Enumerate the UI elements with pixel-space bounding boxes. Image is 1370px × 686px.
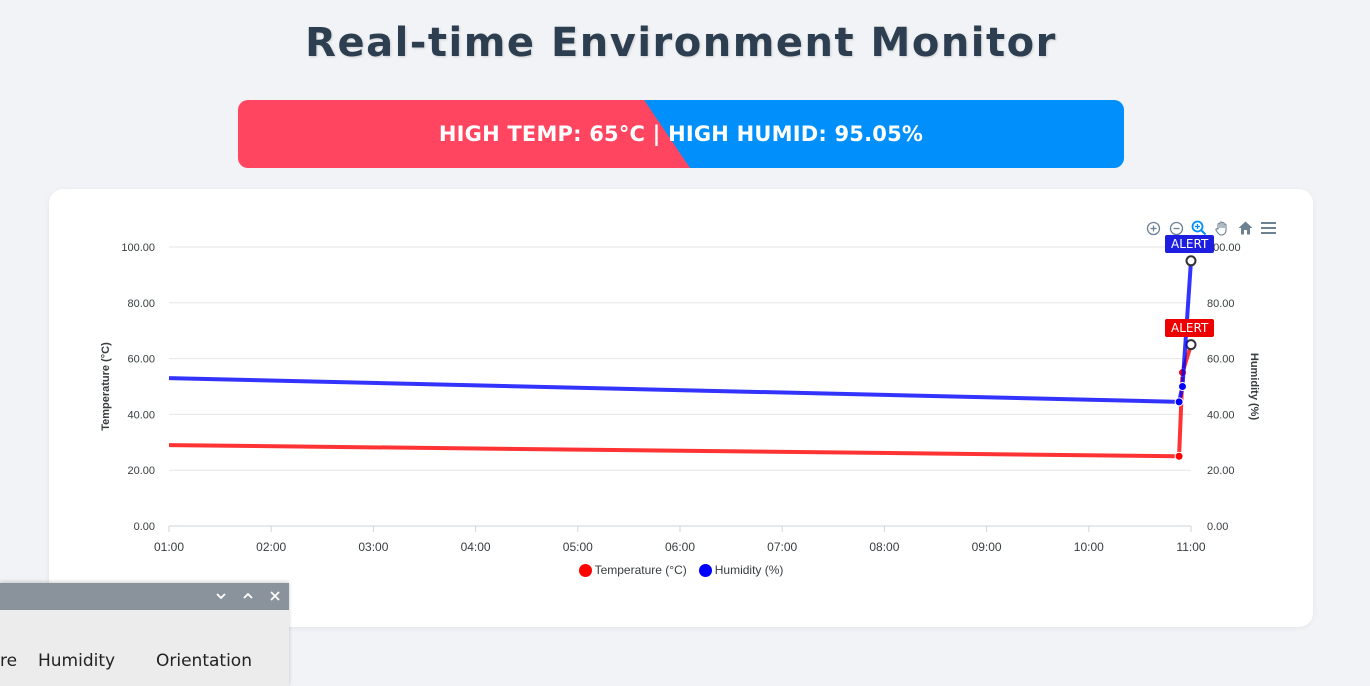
zoom-select-icon[interactable] [1190, 219, 1208, 237]
zoom-out-icon[interactable] [1167, 219, 1185, 237]
legend-label-temperature: Temperature (°C) [594, 563, 687, 577]
humidity-data-point [1174, 397, 1184, 407]
y-left-tick-label: 0.00 [134, 521, 155, 533]
y-left-tick-label: 100.00 [121, 242, 155, 254]
x-tick-label: 08:00 [869, 540, 899, 554]
humidity-data-point [1185, 255, 1197, 267]
temperature-data-point [1174, 451, 1184, 461]
y-left-axis-title: Temperature (°C) [100, 342, 112, 431]
temperature-data-point [1185, 339, 1197, 351]
alert-banner: HIGH TEMP: 65°C | HIGH HUMID: 95.05% [238, 100, 1124, 168]
x-tick-label: 11:00 [1176, 540, 1205, 554]
y-left-tick-label: 20.00 [127, 465, 155, 477]
y-right-tick-label: 60.00 [1207, 354, 1235, 366]
x-tick-label: 06:00 [665, 540, 695, 554]
column-header-humidity[interactable]: Humidity [38, 651, 116, 671]
chart-legend: Temperature (°C) Humidity (%) [49, 563, 1313, 577]
home-reset-icon[interactable] [1236, 219, 1254, 237]
x-tick-label: 07:00 [767, 540, 797, 554]
temperature-alert-annotation: ALERT [1165, 318, 1215, 337]
legend-marker-humidity [698, 563, 712, 577]
menu-icon[interactable] [1259, 219, 1277, 237]
temperature-series-line [168, 344, 1193, 459]
y-left-tick-label: 40.00 [127, 409, 155, 421]
column-header-temperature[interactable]: re [0, 651, 18, 671]
pan-hand-icon[interactable] [1213, 219, 1231, 237]
legend-item-humidity[interactable]: Humidity (%) [698, 563, 784, 577]
x-tick-label: 05:00 [563, 540, 593, 554]
x-tick-label: 09:00 [972, 540, 1002, 554]
y-right-tick-label: 20.00 [1207, 465, 1235, 477]
x-tick-label: 03:00 [358, 540, 388, 554]
y-right-tick-label: 40.00 [1207, 409, 1235, 421]
minimize-icon[interactable] [211, 586, 231, 606]
close-icon[interactable] [265, 586, 285, 606]
x-tick-label: 10:00 [1074, 540, 1104, 554]
sensor-table-window: re Humidity Orientation [0, 583, 289, 686]
page-title: Real-time Environment Monitor [305, 20, 1057, 66]
chart-card: 0.00 20.00 40.00 60.00 80.00 100.00 0.00 20.00 4… [49, 189, 1313, 627]
zoom-in-icon[interactable] [1144, 219, 1162, 237]
window-titlebar[interactable] [0, 583, 289, 610]
y-left-tick-label: 80.00 [127, 298, 155, 310]
chart-toolbar [1144, 218, 1277, 238]
humidity-series-line [168, 260, 1193, 404]
environment-chart: 0.00 20.00 40.00 60.00 80.00 100.00 0.00 20.00 4… [100, 242, 1260, 554]
x-tick-label: 04:00 [461, 540, 491, 554]
y-right-tick-label: 80.00 [1207, 298, 1235, 310]
humidity-data-point [1177, 382, 1187, 391]
x-tick-label: 02:00 [256, 540, 286, 554]
y-right-axis-title: Humidity (%) [1248, 353, 1260, 421]
column-header-orientation[interactable]: Orientation [156, 651, 252, 671]
legend-label-humidity: Humidity (%) [714, 563, 784, 577]
y-right-tick-label: 0.00 [1207, 521, 1228, 533]
humidity-alert-annotation: ALERT [1165, 234, 1215, 253]
maximize-icon[interactable] [238, 586, 258, 606]
legend-item-temperature[interactable]: Temperature (°C) [578, 563, 687, 577]
legend-marker-temperature [578, 563, 592, 577]
y-right-tick-label: 100.00 [1207, 242, 1241, 254]
alert-text: HIGH TEMP: 65°C | HIGH HUMID: 95.05% [438, 122, 924, 146]
x-tick-label: 01:00 [154, 540, 184, 554]
y-left-tick-label: 60.00 [127, 354, 155, 366]
